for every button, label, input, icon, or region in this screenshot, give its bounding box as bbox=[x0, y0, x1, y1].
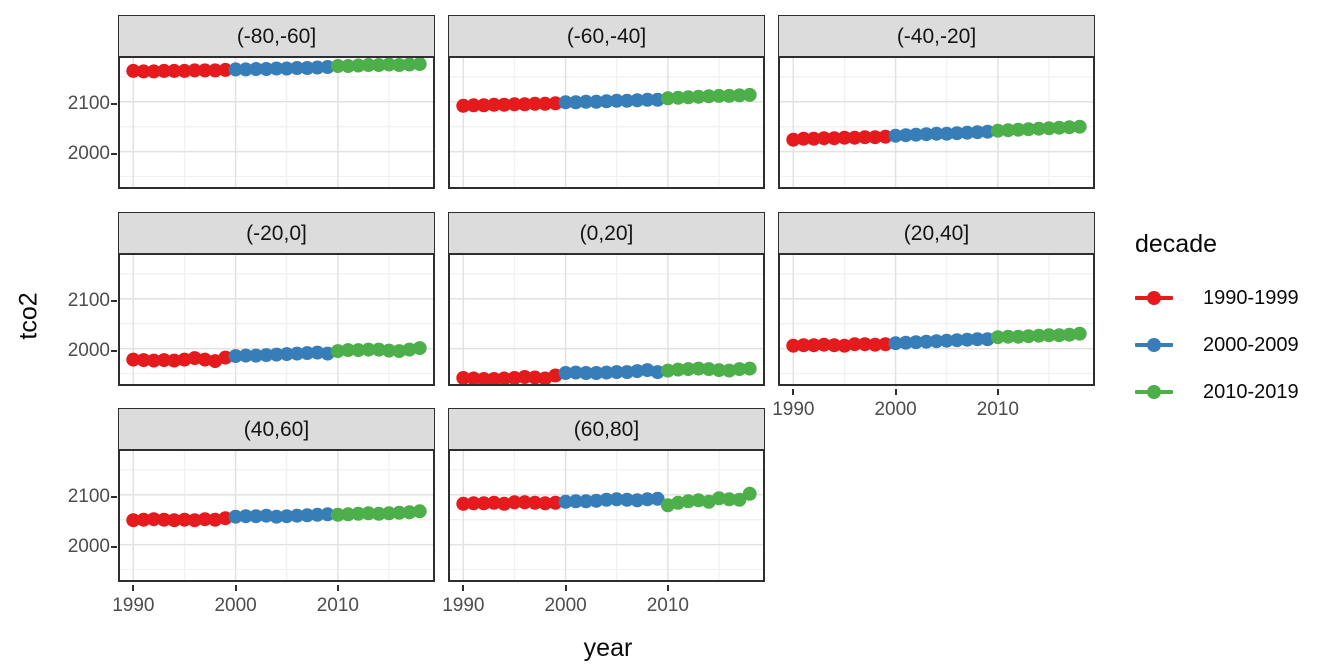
facet-(40,60]: (40,60] bbox=[118, 408, 435, 583]
facet-strip: (20,40] bbox=[778, 212, 1095, 255]
x-axis-tick bbox=[996, 389, 999, 395]
facet-(-60,-40]: (-60,-40] bbox=[448, 15, 765, 190]
x-axis-tick bbox=[792, 389, 795, 395]
y-axis-title: tco2 bbox=[14, 292, 43, 340]
y-tick-label: 2000 bbox=[67, 535, 110, 557]
facet-strip: (40,60] bbox=[118, 408, 435, 451]
facet-panel-plot bbox=[448, 449, 765, 583]
x-tick-label: 1990 bbox=[442, 595, 485, 616]
y-axis-tick bbox=[111, 545, 117, 548]
facet-strip-label: (60,80] bbox=[573, 417, 640, 441]
legend-key-line-dot-icon bbox=[1135, 289, 1173, 307]
facet-strip-label: (40,60] bbox=[243, 417, 310, 441]
y-tick-label: 2100 bbox=[67, 289, 110, 311]
facet-strip-label: (-80,-60] bbox=[236, 24, 317, 48]
facet-panel-plot bbox=[118, 449, 435, 583]
x-tick-label: 1990 bbox=[112, 595, 155, 616]
facet-(0,20]: (0,20] bbox=[448, 212, 765, 387]
facet-strip-label: (-40,-20] bbox=[896, 24, 977, 48]
legend-entry-label: 1990-1999 bbox=[1203, 286, 1299, 309]
x-tick-label: 2010 bbox=[646, 595, 689, 616]
facet-strip: (-60,-40] bbox=[448, 15, 765, 58]
x-tick-label: 1990 bbox=[772, 399, 815, 420]
facet-strip: (60,80] bbox=[448, 408, 765, 451]
x-tick-label: 2000 bbox=[214, 595, 257, 616]
facet-(20,40]: (20,40] bbox=[778, 212, 1095, 387]
legend-entry-label: 2010-2019 bbox=[1203, 380, 1299, 403]
facet-panel-plot bbox=[778, 56, 1095, 190]
y-tick-label: 2000 bbox=[67, 142, 110, 164]
y-axis-tick bbox=[111, 152, 117, 155]
legend-entry: 2000-2009 bbox=[1135, 333, 1299, 357]
facet-(60,80]: (60,80] bbox=[448, 408, 765, 583]
facet-panel-plot bbox=[448, 56, 765, 190]
legend-entry-label: 2000-2009 bbox=[1203, 333, 1299, 356]
legend: decade 1990-1999 2000-2009 2010-2019 bbox=[1135, 220, 1335, 420]
x-tick-label: 2000 bbox=[544, 595, 587, 616]
legend-key-line-dot-icon bbox=[1135, 336, 1173, 354]
legend-key-line-dot-icon bbox=[1135, 383, 1173, 401]
facet-strip: (-40,-20] bbox=[778, 15, 1095, 58]
legend-entry: 2010-2019 bbox=[1135, 380, 1299, 404]
x-axis-tick bbox=[336, 585, 339, 591]
y-axis-tick bbox=[111, 495, 117, 498]
x-axis-tick bbox=[234, 585, 237, 591]
y-axis-tick bbox=[111, 349, 117, 352]
y-tick-label: 2100 bbox=[67, 92, 110, 114]
facet-strip: (0,20] bbox=[448, 212, 765, 255]
x-axis-title: year bbox=[583, 634, 633, 662]
facet-panel-plot bbox=[118, 253, 435, 387]
facet-panel-plot bbox=[118, 56, 435, 190]
y-axis-tick bbox=[111, 299, 117, 302]
legend-title: decade bbox=[1135, 230, 1218, 258]
x-tick-label: 2000 bbox=[874, 399, 917, 420]
x-axis-tick bbox=[462, 585, 465, 591]
legend-entry: 1990-1999 bbox=[1135, 286, 1299, 310]
x-axis-tick bbox=[132, 585, 135, 591]
y-tick-label: 2100 bbox=[67, 485, 110, 507]
facet-(-40,-20]: (-40,-20] bbox=[778, 15, 1095, 190]
x-tick-label: 2010 bbox=[316, 595, 359, 616]
facet-strip-label: (20,40] bbox=[903, 221, 970, 245]
y-axis-tick bbox=[111, 102, 117, 105]
facet-strip: (-20,0] bbox=[118, 212, 435, 255]
facet-strip-label: (0,20] bbox=[579, 221, 634, 245]
y-tick-label: 2000 bbox=[67, 339, 110, 361]
facet-(-20,0]: (-20,0] bbox=[118, 212, 435, 387]
facet-(-80,-60]: (-80,-60] bbox=[118, 15, 435, 190]
facet-panel-plot bbox=[778, 253, 1095, 387]
x-tick-label: 2010 bbox=[976, 399, 1019, 420]
x-axis-tick bbox=[666, 585, 669, 591]
facet-strip-label: (-60,-40] bbox=[566, 24, 647, 48]
x-axis-tick bbox=[564, 585, 567, 591]
facet-strip-label: (-20,0] bbox=[246, 221, 307, 245]
facet-strip: (-80,-60] bbox=[118, 15, 435, 58]
facet-panel-plot bbox=[448, 253, 765, 387]
x-axis-tick bbox=[894, 389, 897, 395]
